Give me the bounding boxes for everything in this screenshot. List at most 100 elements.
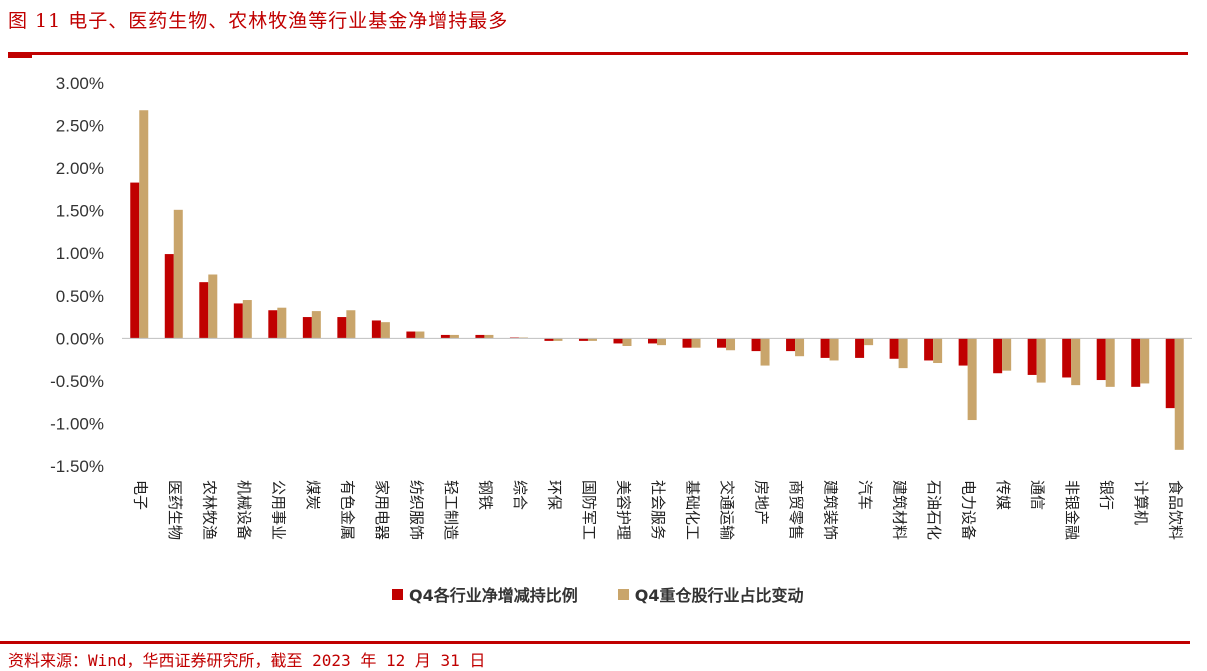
x-tick-label: 基础化工: [684, 480, 702, 540]
x-tick-label: 商贸零售: [787, 480, 805, 540]
bar-series2: [415, 331, 425, 339]
bar-series2: [553, 338, 563, 341]
x-tick-label: 建筑装饰: [822, 480, 840, 540]
bar-series1: [440, 334, 450, 339]
bar-series1: [164, 254, 174, 339]
y-tick-label: 0.00%: [56, 329, 104, 348]
legend-label-series2: Q4重仓股行业占比变动: [634, 586, 804, 605]
y-axis: 3.00% 2.50% 2.00% 1.50% 1.00% 0.50% 0.00% -0.50…: [50, 74, 104, 476]
bar-series2: [1036, 338, 1046, 383]
legend-label-series1: Q4各行业净增减持比例: [409, 586, 578, 605]
legend-swatch-series2: [617, 588, 629, 600]
y-tick-label: -1.50%: [50, 457, 104, 476]
y-tick-label: 1.50%: [56, 202, 104, 221]
bar-series2: [346, 310, 356, 339]
page-title: 图 11 电子、医药生物、农林牧渔等行业基金净增持最多: [8, 10, 509, 32]
bar-series2: [795, 338, 805, 357]
bar-chart: 3.00% 2.50% 2.00% 1.50% 1.00% 0.50% 0.00% -0.50…: [50, 74, 1192, 540]
x-tick-label: 机械设备: [235, 480, 253, 540]
bar-series2: [484, 334, 494, 339]
title-divider: [8, 52, 1188, 55]
bar-series2: [139, 110, 149, 339]
bar-series1: [751, 338, 761, 352]
bar-series2: [657, 338, 666, 346]
x-tick-label: 房地产: [753, 480, 771, 525]
bar-series2: [173, 209, 183, 339]
bar-series2: [933, 338, 943, 364]
bar-series1: [1165, 338, 1175, 409]
x-tick-label: 通信: [1029, 480, 1047, 510]
y-tick-label: -1.00%: [50, 414, 104, 433]
bar-series1: [924, 338, 934, 361]
bar-series1: [199, 282, 209, 339]
bar-series1: [786, 338, 796, 352]
bar-series1: [233, 303, 243, 339]
bar-series1: [717, 338, 727, 348]
x-tick-label: 电力设备: [960, 480, 978, 540]
x-tick-label: 家用电器: [373, 480, 391, 540]
bar-series2: [622, 338, 632, 346]
bar-series2: [1002, 338, 1012, 371]
bar-series2: [1071, 338, 1081, 386]
bar-series1: [993, 338, 1003, 374]
bar-series2: [587, 338, 597, 341]
bar-series2: [277, 307, 287, 339]
x-tick-label: 建筑材料: [891, 480, 909, 540]
bar-series1: [475, 334, 485, 339]
bars-group: [130, 110, 1184, 450]
bar-series1: [648, 338, 657, 344]
bar-series1: [268, 310, 278, 339]
y-tick-label: 1.00%: [56, 244, 104, 263]
bar-series2: [760, 338, 770, 366]
x-axis-labels: 电子 医药生物 农林牧渔 机械设备 公用事业 煤炭 有色金属 家用电器 纺织服饰 轻工制造 钢铁 综合…: [131, 480, 1184, 540]
x-tick-label: 国防军工: [580, 480, 598, 540]
bar-series1: [820, 338, 830, 358]
bar-series2: [1174, 338, 1184, 450]
x-tick-label: 食品饮料: [1167, 480, 1185, 540]
legend-item-series1: Q4各行业净增减持比例: [392, 582, 578, 606]
x-tick-label: 汽车: [856, 480, 874, 510]
x-tick-label: 有色金属: [338, 480, 356, 540]
bar-series2: [380, 322, 390, 339]
y-tick-label: 2.50%: [56, 117, 104, 136]
bar-series1: [682, 338, 692, 348]
bar-series2: [691, 338, 701, 348]
bar-series2: [449, 334, 459, 339]
source-note: 资料来源：Wind，华西证券研究所，截至 2023 年 12 月 31 日: [8, 651, 486, 670]
y-tick-label: 3.00%: [56, 74, 104, 93]
bar-series1: [1027, 338, 1037, 375]
footer-divider: [0, 641, 1190, 644]
title-divider-tab: [8, 55, 32, 58]
bar-series1: [855, 338, 865, 358]
bar-series2: [1140, 338, 1150, 384]
legend-item-series2: Q4重仓股行业占比变动: [617, 582, 804, 606]
bar-series1: [337, 317, 347, 339]
bar-series2: [1105, 338, 1115, 387]
bar-series1: [1096, 338, 1106, 381]
x-tick-label: 银行: [1098, 480, 1116, 510]
bar-series1: [302, 317, 312, 339]
bar-series1: [130, 182, 140, 339]
bar-series1: [958, 338, 968, 366]
x-tick-label: 农林牧渔: [200, 480, 218, 540]
y-tick-label: 0.50%: [56, 287, 104, 306]
legend-swatch-series1: [392, 588, 403, 600]
bar-series2: [898, 338, 908, 369]
x-tick-label: 医药生物: [166, 480, 184, 540]
bar-series2: [967, 338, 977, 421]
bar-series1: [889, 338, 899, 359]
x-tick-label: 钢铁: [476, 480, 494, 510]
x-tick-label: 计算机: [1132, 480, 1150, 525]
x-tick-label: 综合: [511, 480, 529, 510]
bar-series1: [578, 338, 588, 341]
bar-series1: [371, 320, 381, 339]
bar-series2: [864, 338, 874, 346]
bar-series2: [311, 311, 321, 339]
x-tick-label: 环保: [545, 480, 563, 510]
x-tick-label: 美容护理: [614, 480, 632, 540]
bar-series2: [829, 338, 839, 361]
bar-series1: [544, 338, 554, 341]
bar-series2: [726, 338, 736, 351]
x-tick-label: 石油石化: [925, 480, 943, 540]
x-tick-label: 传媒: [994, 480, 1012, 510]
